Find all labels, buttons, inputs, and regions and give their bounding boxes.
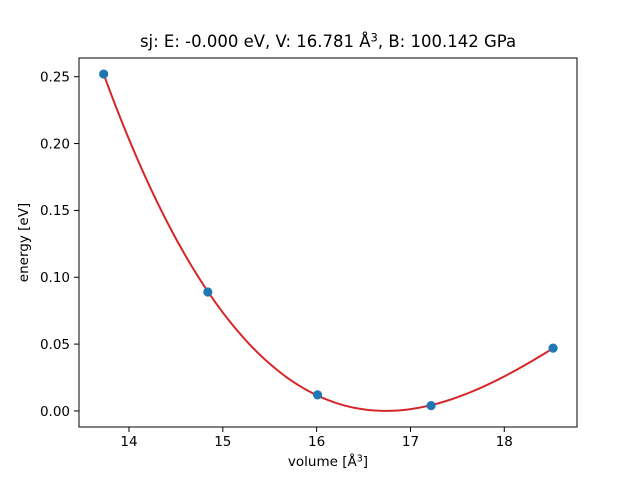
y-axis-label: energy [eV] [16,203,32,282]
data-point [203,287,213,297]
data-point [99,69,109,79]
chart-title: sj: E: -0.000 eV, V: 16.781 Å3, B: 100.1… [140,31,516,52]
x-tick-label: 17 [402,434,419,450]
x-axis-label: volume [Å3] [288,453,368,470]
x-tick-label: 16 [308,434,325,450]
x-tick-label: 18 [496,434,513,450]
x-tick-label: 14 [120,434,137,450]
chart-title-text-suffix: , B: 100.142 GPa [378,32,516,51]
data-point [426,401,436,411]
x-tick-label: 15 [214,434,231,450]
y-tick-label: 0.20 [40,136,70,152]
x-axis-label-superscript: 3 [357,454,363,465]
y-tick-label: 0.25 [40,70,70,86]
plot-area [78,57,578,428]
y-tick-label: 0.05 [40,337,70,353]
chart-marks [99,69,558,412]
chart-title-superscript: 3 [371,31,378,45]
eos-fit-curve [102,73,555,412]
chart-title-text: sj: E: -0.000 eV, V: 16.781 Å [140,32,371,51]
y-tick-label: 0.10 [40,270,70,286]
x-axis-label-text: volume [Å [288,453,358,470]
data-point [312,390,323,400]
x-axis-label-text-suffix: ] [363,454,368,470]
axes-ticks: 14 15 16 17 18 0.00 0.05 0.10 0.15 0.20 0.25 [40,70,513,450]
y-tick-label: 0.15 [40,203,70,219]
data-point [548,343,558,353]
y-tick-label: 0.00 [40,404,70,420]
